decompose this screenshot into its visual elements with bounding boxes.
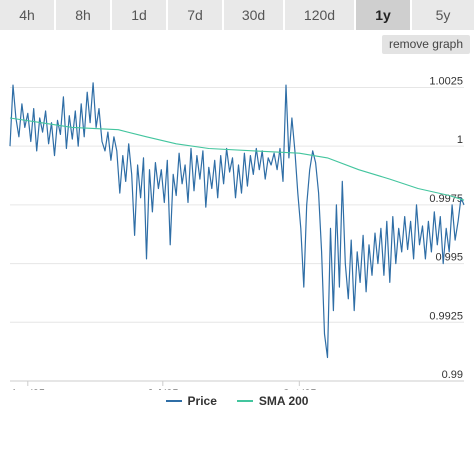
tab-range-7[interactable]: 5y <box>412 0 474 30</box>
tab-range-2[interactable]: 1d <box>112 0 168 30</box>
tab-range-6[interactable]: 1y <box>356 0 412 30</box>
tab-range-4[interactable]: 30d <box>224 0 285 30</box>
tab-range-0[interactable]: 4h <box>0 0 56 30</box>
remove-graph-button[interactable]: remove graph <box>381 35 470 54</box>
legend-label-price: Price <box>187 394 217 408</box>
sma-series-line <box>9 117 465 201</box>
tab-range-1[interactable]: 8h <box>56 0 112 30</box>
tab-range-5[interactable]: 120d <box>285 0 356 30</box>
tab-range-3[interactable]: 7d <box>168 0 224 30</box>
legend-item-sma[interactable]: SMA 200 <box>236 394 309 408</box>
y-tick-label: 0.99 <box>442 369 463 381</box>
chart-legend: Price SMA 200 <box>0 392 474 410</box>
price-chart: 0.99 0.9925 0.995 0.9975 1 1.0025 Apr '25 Jul '… <box>9 75 465 390</box>
y-tick-label: 0.9925 <box>429 310 463 322</box>
legend-item-price[interactable]: Price <box>165 394 217 408</box>
price-series-line <box>9 82 465 359</box>
y-tick-label: 1 <box>457 134 463 146</box>
y-tick-label: 0.9975 <box>429 193 463 205</box>
legend-swatch-sma <box>236 400 253 402</box>
y-tick-label: 1.0025 <box>429 75 463 87</box>
range-selector: 4h 8h 1d 7d 30d 120d 1y 5y <box>0 0 474 30</box>
x-tick-label: Jul '25 <box>147 388 178 390</box>
legend-label-sma: SMA 200 <box>258 394 309 408</box>
x-tick-label: Oct '25 <box>282 388 317 390</box>
x-tick-label: Apr '25 <box>11 388 46 390</box>
legend-swatch-price <box>165 400 182 402</box>
y-tick-label: 0.995 <box>435 252 463 264</box>
